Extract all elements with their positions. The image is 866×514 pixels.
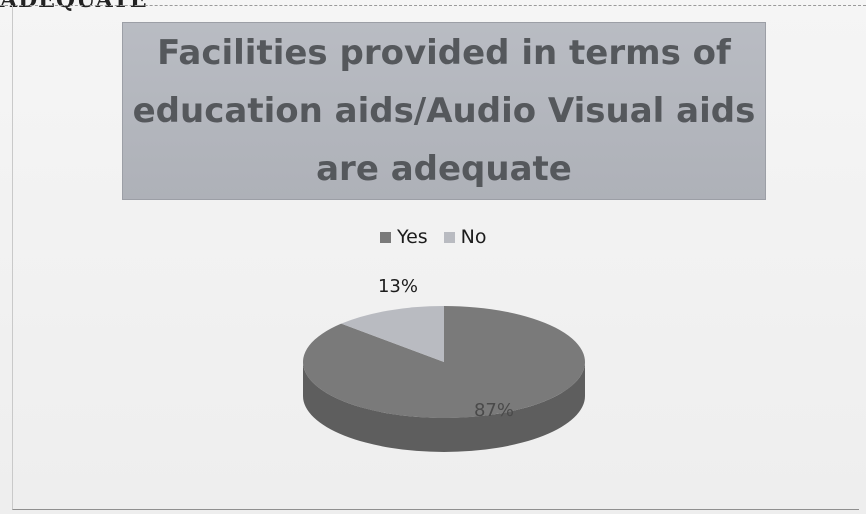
legend-entry-no: No: [443, 226, 487, 248]
legend-swatch-yes: [380, 231, 391, 243]
chart-title: Facilities provided in terms of educatio…: [132, 33, 756, 189]
legend-label-yes: Yes: [397, 226, 428, 248]
chart-legend: Yes No: [380, 224, 487, 250]
legend-entry-yes: Yes: [380, 226, 428, 248]
top-heading-fragment: ADEQUATE: [0, 0, 148, 13]
data-label-yes: 87%: [474, 400, 514, 421]
chart-title-box: Facilities provided in terms of educatio…: [122, 22, 766, 200]
legend-label-no: No: [460, 226, 487, 248]
legend-swatch-no: [443, 231, 455, 243]
pie-side-yes: [303, 362, 585, 452]
pie-slice-no: [341, 306, 444, 362]
data-label-no: 13%: [378, 276, 418, 297]
top-rule: [0, 5, 866, 6]
chart-area-border: [12, 6, 859, 510]
